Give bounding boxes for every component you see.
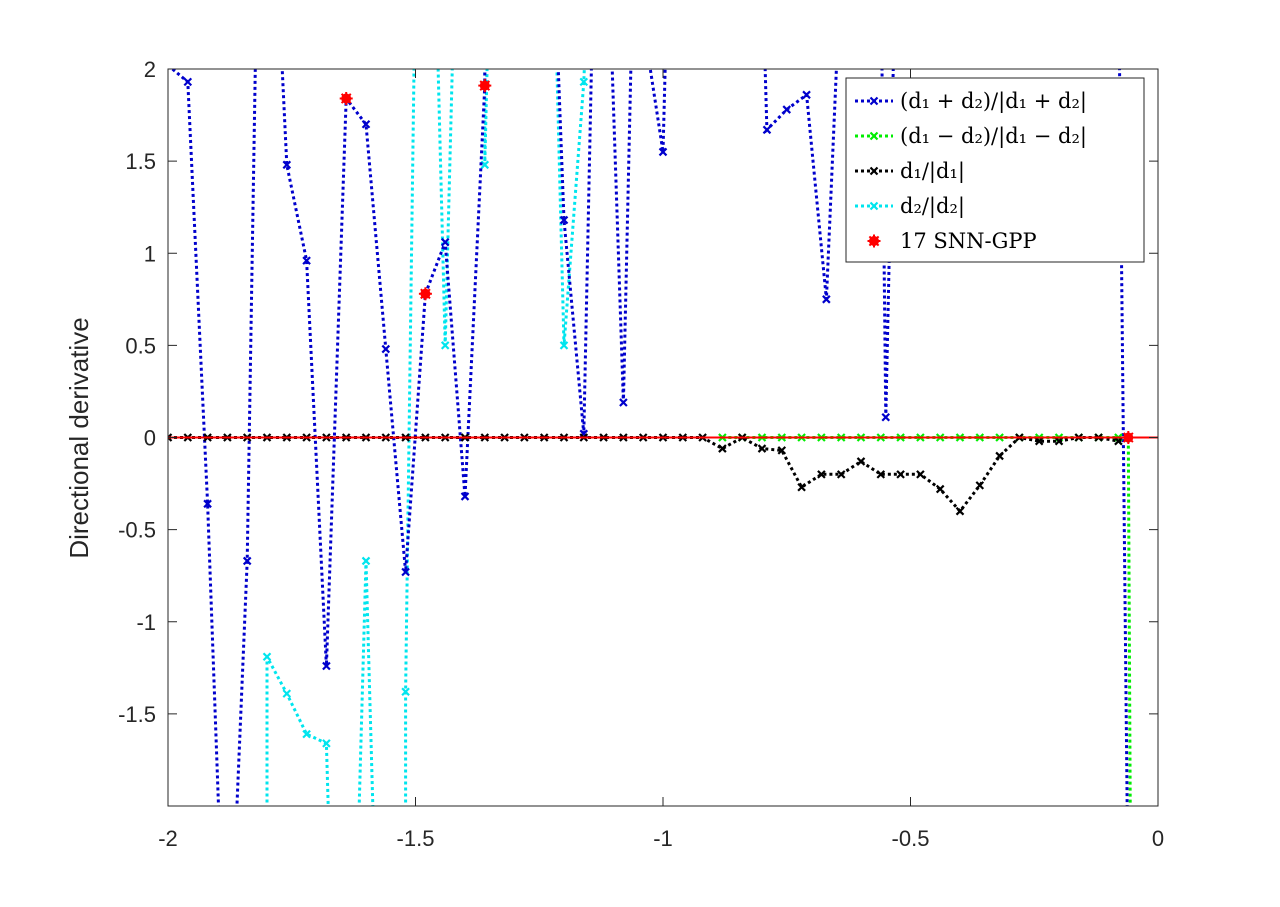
legend: (d₁ + d₂)/|d₁ + d₂| (d₁ − d₂)/|d₁ − d₂| d₁…: [845, 77, 1145, 263]
series-d2: [262, 652, 331, 806]
legend-marker: [867, 234, 881, 248]
y-tick-label: -0.5: [118, 518, 156, 543]
data-point-d1: [1054, 436, 1064, 446]
legend-item: (d₁ − d₂)/|d₁ − d₂|: [855, 124, 1087, 149]
series-line-d2: [265, 656, 330, 806]
data-point-d2: [361, 556, 371, 566]
data-point-d1-plus-d2: [282, 160, 292, 170]
data-point-d1: [797, 482, 806, 492]
data-point-d1-plus-d2: [619, 398, 628, 407]
data-point-d1-plus-d2: [381, 344, 391, 354]
legend-marker: [869, 131, 879, 141]
data-point-d1-plus-d2: [322, 661, 331, 671]
series-line-d1: [168, 435, 1129, 514]
y-tick-label: 2: [144, 57, 156, 82]
data-point-d1-plus-d2: [361, 119, 371, 129]
legend-item: d₂/|d₂|: [855, 194, 965, 219]
data-point-d1-plus-d2: [302, 256, 311, 265]
series-d2: [357, 556, 375, 806]
data-point-d1-plus-d2: [881, 412, 891, 422]
x-tick-label: -1: [653, 826, 673, 851]
data-point-d1-plus-d2: [782, 105, 792, 114]
data-point-d2: [440, 341, 450, 350]
x-tick-label: -0.5: [892, 826, 930, 851]
data-point-d1-plus-d2: [401, 567, 410, 577]
data-point-d1-plus-d2: [802, 90, 811, 100]
data-point-d1: [168, 433, 173, 442]
data-point-d1: [836, 470, 846, 479]
y-tick-label: -1: [136, 610, 156, 635]
y-tick-label: 0: [144, 426, 156, 451]
data-point-d1-plus-d2: [203, 499, 212, 509]
series-d2: [555, 69, 589, 350]
highlight-point: [1121, 431, 1135, 444]
highlight-point: [478, 79, 492, 93]
data-point-d2: [282, 689, 292, 698]
legend-marker: [869, 96, 879, 106]
highlight-point: [339, 91, 353, 105]
data-point-d2: [579, 77, 589, 87]
series-d2: [436, 69, 454, 350]
legend-label: d₁/|d₁|: [900, 159, 965, 184]
legend-box: [845, 77, 1145, 263]
data-point-d2: [559, 341, 569, 350]
axis-ticks: -2 -1.5 -1 -0.5 0 -1.5 -1 -0.5 0 0.5 1 1.5 2: [118, 57, 1164, 851]
series-line-d2: [436, 69, 454, 346]
y-tick-label: 1: [144, 241, 156, 266]
x-tick-label: -1.5: [397, 826, 435, 851]
data-point-d1-plus-d2: [242, 556, 252, 566]
data-point-d1: [916, 470, 925, 479]
data-point-d2: [401, 687, 410, 697]
data-point-d1: [1114, 436, 1123, 446]
series-highlight: [339, 79, 1135, 444]
y-tick-label: 1.5: [125, 149, 156, 174]
x-tick-label: 0: [1152, 826, 1164, 851]
series-line-d1-plus-d2: [170, 69, 1129, 806]
data-point-d1: [1034, 436, 1044, 446]
y-tick-label: 0.5: [125, 333, 156, 358]
data-point-d1: [757, 444, 767, 453]
y-tick-label: -1.5: [118, 702, 156, 727]
y-axis-label: Directional derivative: [64, 317, 94, 558]
data-point-d1-plus-d2: [440, 237, 450, 247]
data-point-d1: [777, 446, 787, 455]
data-point-d1: [995, 451, 1004, 461]
data-point-d1: [935, 484, 945, 494]
legend-marker: [869, 201, 879, 211]
data-point-d1-plus-d2: [559, 215, 569, 225]
data-point-d1-plus-d2: [822, 295, 831, 304]
legend-item: d₁/|d₁|: [855, 159, 965, 184]
legend-item: 17 SNN-GPP: [867, 229, 1037, 253]
data-point-d1-plus-d2: [762, 125, 772, 135]
data-point-d1: [718, 444, 727, 453]
legend-marker: [869, 166, 879, 176]
legend-label: d₂/|d₂|: [900, 194, 965, 219]
data-layer: [168, 69, 1158, 806]
data-point-d1: [975, 481, 985, 490]
legend-label: (d₁ + d₂)/|d₁ + d₂|: [900, 89, 1087, 114]
data-point-d1-plus-d2: [460, 492, 470, 501]
data-point-d1: [856, 457, 866, 466]
data-point-d1-plus-d2: [658, 147, 668, 157]
legend-label: 17 SNN-GPP: [900, 229, 1037, 253]
legend-label: (d₁ − d₂)/|d₁ − d₂|: [900, 124, 1087, 149]
data-point-d2: [262, 652, 272, 662]
data-point-d1-plus-d2: [183, 77, 193, 87]
legend-item: (d₁ + d₂)/|d₁ + d₂|: [855, 89, 1087, 114]
highlight-point: [418, 287, 432, 301]
data-point-d2: [322, 739, 331, 748]
series-line-d2: [555, 69, 586, 346]
data-point-d1: [876, 470, 886, 479]
series-d2: [401, 69, 416, 806]
x-tick-label: -2: [158, 826, 178, 851]
data-point-d2: [302, 729, 311, 739]
data-point-d1: [817, 470, 826, 479]
data-point-d1: [896, 470, 905, 479]
data-point-d1: [955, 506, 965, 516]
